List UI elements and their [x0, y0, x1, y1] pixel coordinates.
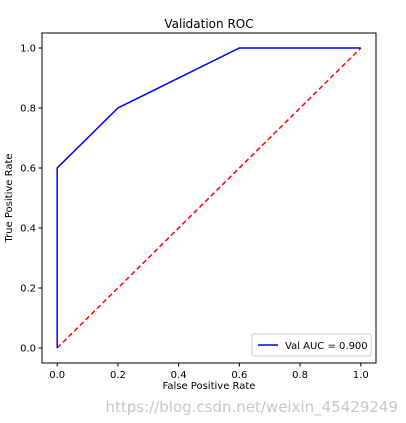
series-line-chance-diagonal — [56, 47, 362, 349]
x-tick-label: 0.2 — [110, 370, 126, 381]
series-line-val-roc — [56, 47, 361, 348]
x-tick-label: 0.4 — [171, 370, 187, 381]
y-tick-label: 0.2 — [20, 284, 36, 295]
x-tick-label: 0.6 — [231, 370, 247, 381]
y-tick-label: 1.0 — [20, 44, 36, 55]
x-axis-ticks: 0.0 0.2 0.4 0.6 0.8 1.0 — [49, 363, 369, 381]
x-tick-label: 0.0 — [49, 370, 65, 381]
legend: Val AUC = 0.900 — [251, 333, 372, 357]
x-tick-label: 0.8 — [292, 370, 308, 381]
y-axis-label: True Positive Rate — [4, 153, 15, 243]
y-tick-label: 0.6 — [20, 164, 36, 175]
x-axis-label: False Positive Rate — [163, 381, 256, 392]
legend-label-val-auc: Val AUC = 0.900 — [285, 341, 368, 352]
watermark-text: https://blog.csdn.net/weixin_45429249 — [105, 398, 398, 417]
y-tick-label: 0.4 — [20, 224, 36, 235]
y-tick-label: 0.8 — [20, 104, 36, 115]
chart-title: Validation ROC — [164, 17, 253, 31]
x-tick-label: 1.0 — [353, 370, 369, 381]
y-axis-ticks: 0.0 0.2 0.4 0.6 0.8 1.0 — [20, 44, 42, 355]
legend-box — [251, 333, 372, 357]
plot-frame — [41, 32, 377, 364]
series-layer — [56, 47, 362, 349]
y-tick-label: 0.0 — [20, 344, 36, 355]
